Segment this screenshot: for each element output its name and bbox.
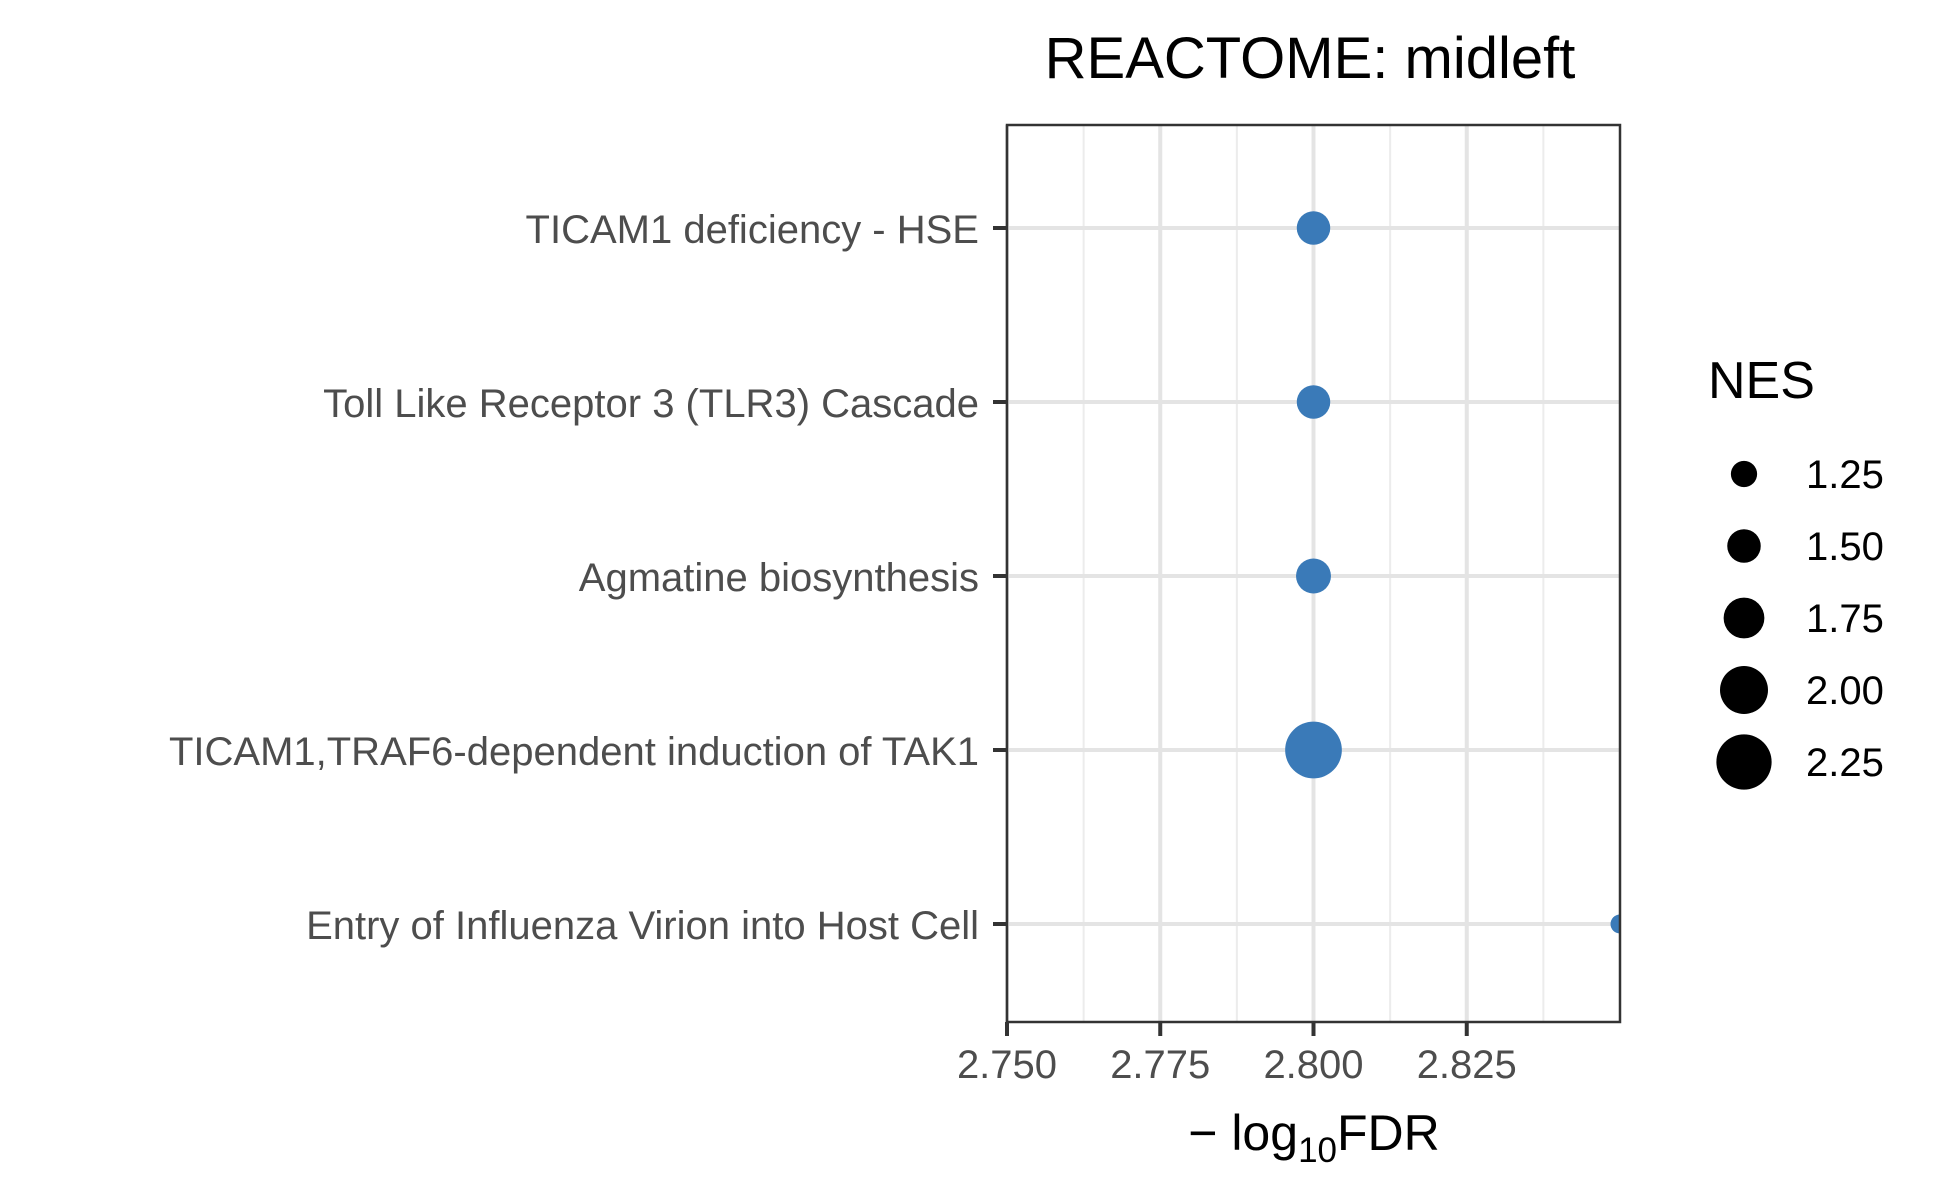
legend-label: 1.25 xyxy=(1806,453,1884,497)
x-tick-label: 2.750 xyxy=(957,1043,1057,1087)
legend-label: 2.00 xyxy=(1806,669,1884,713)
legend-key xyxy=(1727,529,1761,563)
x-tick-label: 2.800 xyxy=(1263,1043,1363,1087)
legend-key xyxy=(1730,460,1758,488)
y-tick-label: TICAM1 deficiency - HSE xyxy=(526,208,979,252)
legend-title: NES xyxy=(1708,352,1815,410)
data-points xyxy=(1285,211,1620,934)
y-tick-label: Agmatine biosynthesis xyxy=(579,556,979,600)
legend-key xyxy=(1723,597,1765,639)
data-point xyxy=(1285,721,1342,779)
x-axis-label-subscript: 10 xyxy=(1298,1131,1337,1170)
chart-title: REACTOME: midleft xyxy=(1045,26,1576,91)
y-tick-label: Toll Like Receptor 3 (TLR3) Cascade xyxy=(323,382,979,426)
y-tick-label: Entry of Influenza Virion into Host Cell xyxy=(306,904,979,948)
legend-key xyxy=(1716,734,1772,790)
legend-key xyxy=(1720,666,1768,714)
x-tick-label: 2.775 xyxy=(1110,1043,1210,1087)
legend-label: 2.25 xyxy=(1806,741,1884,785)
y-tick-label: TICAM1,TRAF6-dependent induction of TAK1 xyxy=(169,730,979,774)
legend-label: 1.75 xyxy=(1806,597,1884,641)
x-tick-label: 2.825 xyxy=(1417,1043,1517,1087)
data-point xyxy=(1296,558,1331,594)
data-point xyxy=(1296,211,1331,245)
x-axis-label-prefix: − log xyxy=(1188,1105,1298,1161)
legend-label: 1.50 xyxy=(1806,525,1884,569)
data-point xyxy=(1610,914,1620,934)
x-axis-label: − log10FDR xyxy=(1188,1105,1440,1170)
data-point xyxy=(1296,385,1331,419)
x-axis-label-suffix: FDR xyxy=(1337,1105,1440,1161)
